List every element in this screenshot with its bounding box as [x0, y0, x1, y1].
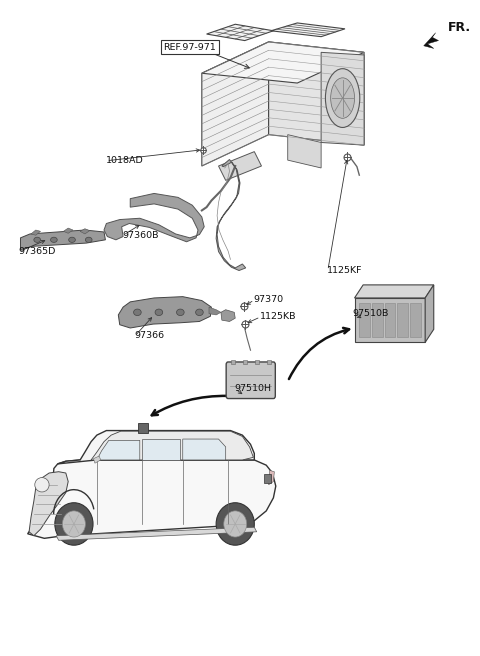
Ellipse shape: [325, 69, 360, 127]
Polygon shape: [91, 431, 253, 460]
Polygon shape: [202, 42, 269, 166]
Polygon shape: [63, 228, 73, 234]
Polygon shape: [97, 440, 140, 460]
Ellipse shape: [196, 309, 203, 316]
Bar: [410, 303, 421, 337]
Polygon shape: [142, 439, 180, 460]
Polygon shape: [424, 33, 439, 49]
Ellipse shape: [85, 237, 92, 243]
Polygon shape: [218, 152, 262, 180]
Ellipse shape: [34, 237, 40, 243]
Bar: [138, 423, 148, 432]
Polygon shape: [31, 230, 40, 236]
Polygon shape: [104, 194, 204, 242]
Polygon shape: [21, 230, 106, 250]
Ellipse shape: [133, 309, 141, 316]
Polygon shape: [269, 42, 364, 145]
Polygon shape: [28, 460, 276, 539]
Polygon shape: [183, 439, 226, 460]
Text: 1018AD: 1018AD: [106, 156, 143, 165]
Ellipse shape: [155, 309, 163, 316]
Polygon shape: [29, 472, 68, 536]
Polygon shape: [221, 310, 235, 321]
Polygon shape: [425, 285, 434, 342]
Text: 1125KB: 1125KB: [260, 312, 296, 321]
Polygon shape: [271, 23, 345, 37]
Polygon shape: [118, 297, 211, 328]
Bar: [360, 303, 370, 337]
Bar: [384, 303, 396, 337]
Text: 1125KF: 1125KF: [327, 266, 362, 275]
Ellipse shape: [50, 237, 57, 243]
Ellipse shape: [224, 511, 247, 537]
Polygon shape: [94, 456, 101, 463]
Text: 97366: 97366: [134, 331, 164, 340]
FancyBboxPatch shape: [226, 362, 276, 399]
Polygon shape: [288, 134, 321, 168]
Ellipse shape: [331, 78, 355, 118]
Bar: [264, 474, 272, 483]
Polygon shape: [355, 298, 425, 342]
Text: 97510B: 97510B: [353, 309, 389, 318]
Text: FR.: FR.: [447, 21, 471, 34]
Polygon shape: [209, 307, 221, 315]
Ellipse shape: [216, 502, 254, 545]
Polygon shape: [269, 470, 275, 485]
Polygon shape: [202, 42, 364, 83]
Text: 97360B: 97360B: [122, 231, 158, 239]
Text: REF.97-971: REF.97-971: [164, 43, 216, 52]
Polygon shape: [355, 285, 434, 298]
Polygon shape: [206, 24, 274, 41]
Ellipse shape: [62, 511, 85, 537]
Ellipse shape: [55, 502, 93, 545]
Ellipse shape: [35, 478, 49, 492]
Text: 97365D: 97365D: [18, 247, 56, 256]
Ellipse shape: [69, 237, 75, 243]
Polygon shape: [321, 52, 364, 145]
Bar: [372, 303, 383, 337]
Polygon shape: [58, 430, 254, 464]
Polygon shape: [80, 229, 90, 234]
Ellipse shape: [177, 309, 184, 316]
Text: 97370: 97370: [253, 295, 284, 304]
Polygon shape: [216, 159, 246, 270]
Polygon shape: [56, 527, 257, 541]
Bar: [397, 303, 408, 337]
Text: 97510H: 97510H: [234, 384, 271, 393]
